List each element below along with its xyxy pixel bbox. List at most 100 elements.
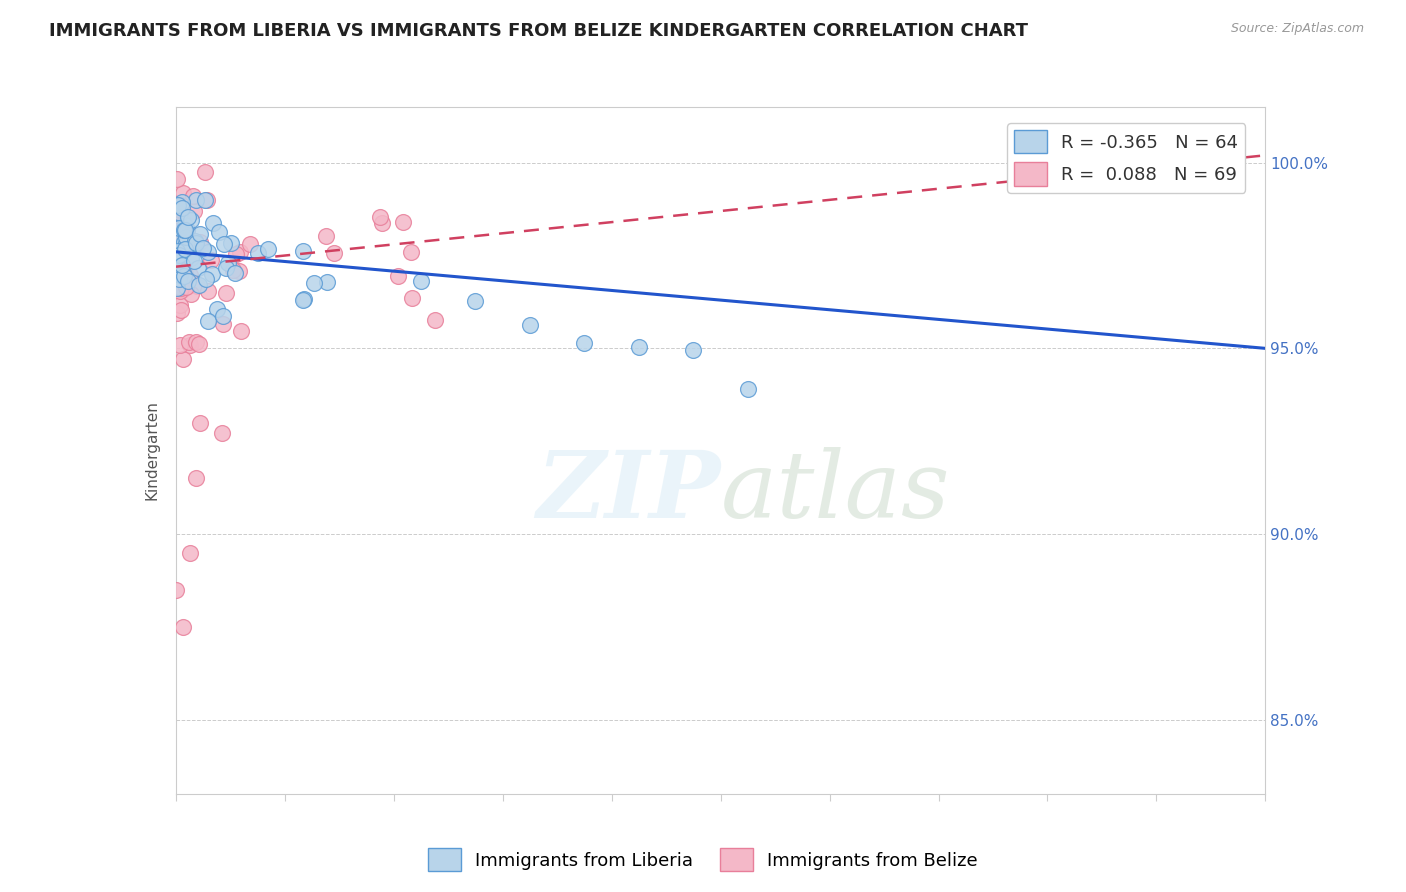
Point: [170, 281, 193, 295]
Point: [169, 206, 191, 220]
Point: [194, 164, 217, 178]
Point: [167, 202, 190, 217]
Point: [166, 233, 188, 247]
Point: [172, 186, 194, 200]
Point: [167, 260, 190, 275]
Point: [166, 249, 188, 263]
Point: [173, 223, 195, 237]
Point: [169, 268, 191, 282]
Point: [200, 252, 222, 267]
Point: [464, 293, 486, 308]
Point: [174, 280, 197, 294]
Point: [166, 281, 188, 295]
Point: [211, 309, 233, 323]
Point: [166, 228, 188, 243]
Point: [173, 268, 195, 283]
Point: [208, 225, 231, 239]
Point: [176, 210, 198, 224]
Point: [409, 274, 432, 288]
Point: [179, 235, 201, 249]
Point: [202, 216, 225, 230]
Point: [188, 336, 211, 351]
Point: [188, 235, 211, 249]
Point: [291, 293, 314, 308]
Point: [177, 274, 200, 288]
Point: [188, 416, 211, 430]
Point: [737, 382, 759, 396]
Point: [166, 244, 188, 259]
Point: [179, 545, 201, 559]
Text: Source: ZipAtlas.com: Source: ZipAtlas.com: [1230, 22, 1364, 36]
Point: [165, 251, 187, 265]
Point: [183, 254, 205, 268]
Text: IMMIGRANTS FROM LIBERIA VS IMMIGRANTS FROM BELIZE KINDERGARTEN CORRELATION CHART: IMMIGRANTS FROM LIBERIA VS IMMIGRANTS FR…: [49, 22, 1028, 40]
Point: [166, 263, 188, 277]
Point: [172, 202, 194, 216]
Point: [176, 222, 198, 236]
Point: [191, 241, 214, 255]
Point: [217, 256, 239, 270]
Point: [304, 276, 326, 290]
Point: [166, 198, 188, 212]
Point: [228, 264, 250, 278]
Point: [219, 235, 242, 250]
Point: [224, 266, 246, 280]
Point: [186, 471, 208, 485]
Point: [574, 335, 596, 350]
Point: [174, 222, 197, 236]
Point: [180, 287, 202, 301]
Point: [197, 284, 219, 298]
Point: [179, 268, 201, 282]
Point: [368, 211, 391, 225]
Point: [229, 324, 252, 338]
Point: [174, 235, 197, 250]
Point: [197, 313, 219, 327]
Point: [229, 244, 252, 259]
Point: [225, 247, 247, 261]
Point: [173, 235, 195, 249]
Point: [212, 236, 235, 251]
Point: [246, 245, 269, 260]
Point: [169, 219, 191, 234]
Point: [387, 268, 409, 283]
Point: [194, 272, 217, 286]
Point: [169, 221, 191, 235]
Point: [165, 233, 187, 247]
Point: [172, 275, 194, 289]
Point: [165, 582, 187, 597]
Point: [166, 232, 188, 246]
Point: [174, 219, 197, 233]
Point: [166, 250, 188, 264]
Point: [183, 235, 205, 249]
Point: [401, 291, 423, 305]
Point: [172, 195, 194, 210]
Point: [166, 219, 188, 234]
Point: [197, 244, 219, 259]
Point: [256, 243, 278, 257]
Point: [180, 213, 202, 227]
Point: [166, 224, 188, 238]
Point: [401, 244, 423, 259]
Point: [170, 198, 193, 212]
Point: [179, 337, 201, 351]
Point: [170, 258, 193, 272]
Point: [519, 318, 541, 333]
Point: [183, 203, 205, 218]
Point: [188, 227, 211, 242]
Point: [169, 220, 191, 235]
Point: [682, 343, 704, 357]
Text: ZIP: ZIP: [536, 447, 721, 537]
Point: [425, 313, 447, 327]
Point: [173, 242, 195, 256]
Point: [181, 189, 204, 203]
Point: [211, 425, 233, 440]
Point: [187, 277, 209, 292]
Legend: R = -0.365   N = 64, R =  0.088   N = 69: R = -0.365 N = 64, R = 0.088 N = 69: [1007, 123, 1246, 193]
Point: [165, 242, 187, 256]
Point: [627, 340, 650, 354]
Point: [166, 171, 188, 186]
Point: [176, 223, 198, 237]
Point: [194, 193, 217, 207]
Point: [186, 236, 208, 251]
Text: atlas: atlas: [721, 447, 950, 537]
